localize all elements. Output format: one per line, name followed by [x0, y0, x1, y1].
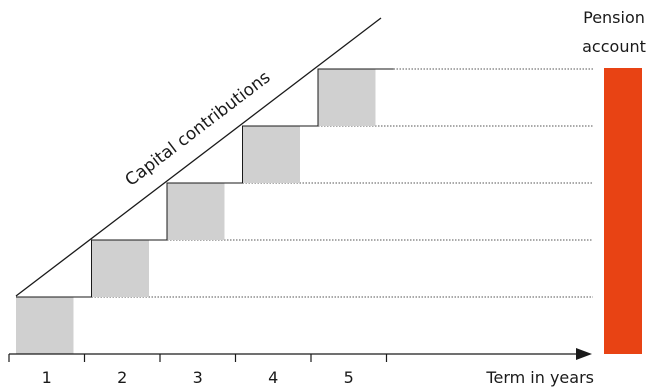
x-tick-label-4: 4: [268, 368, 278, 387]
step-outline: [16, 68, 394, 298]
x-tick-label-1: 1: [42, 368, 52, 387]
contribution-block-5: [318, 69, 376, 126]
x-tick-label-3: 3: [193, 368, 203, 387]
contribution-block-3: [167, 183, 225, 240]
x-axis-ticks: [8, 354, 388, 362]
x-tick-label-5: 5: [344, 368, 354, 387]
x-axis-tick-labels: 1 2 3 4 5: [42, 368, 354, 387]
contribution-block-4: [242, 126, 300, 183]
pension-account-bar: [604, 68, 642, 354]
x-axis-label: Term in years: [485, 368, 594, 387]
contribution-block-1: [16, 297, 74, 354]
x-tick-label-2: 2: [117, 368, 127, 387]
contributions-diagonal-line: [15, 17, 382, 297]
staircase-outline-path: [16, 68, 394, 298]
pension-label-line1: Pension: [583, 8, 645, 27]
x-axis-arrowhead: [576, 348, 592, 360]
pension-label-line2: account: [582, 37, 646, 56]
contribution-blocks: [16, 69, 376, 354]
contribution-block-2: [91, 240, 149, 297]
